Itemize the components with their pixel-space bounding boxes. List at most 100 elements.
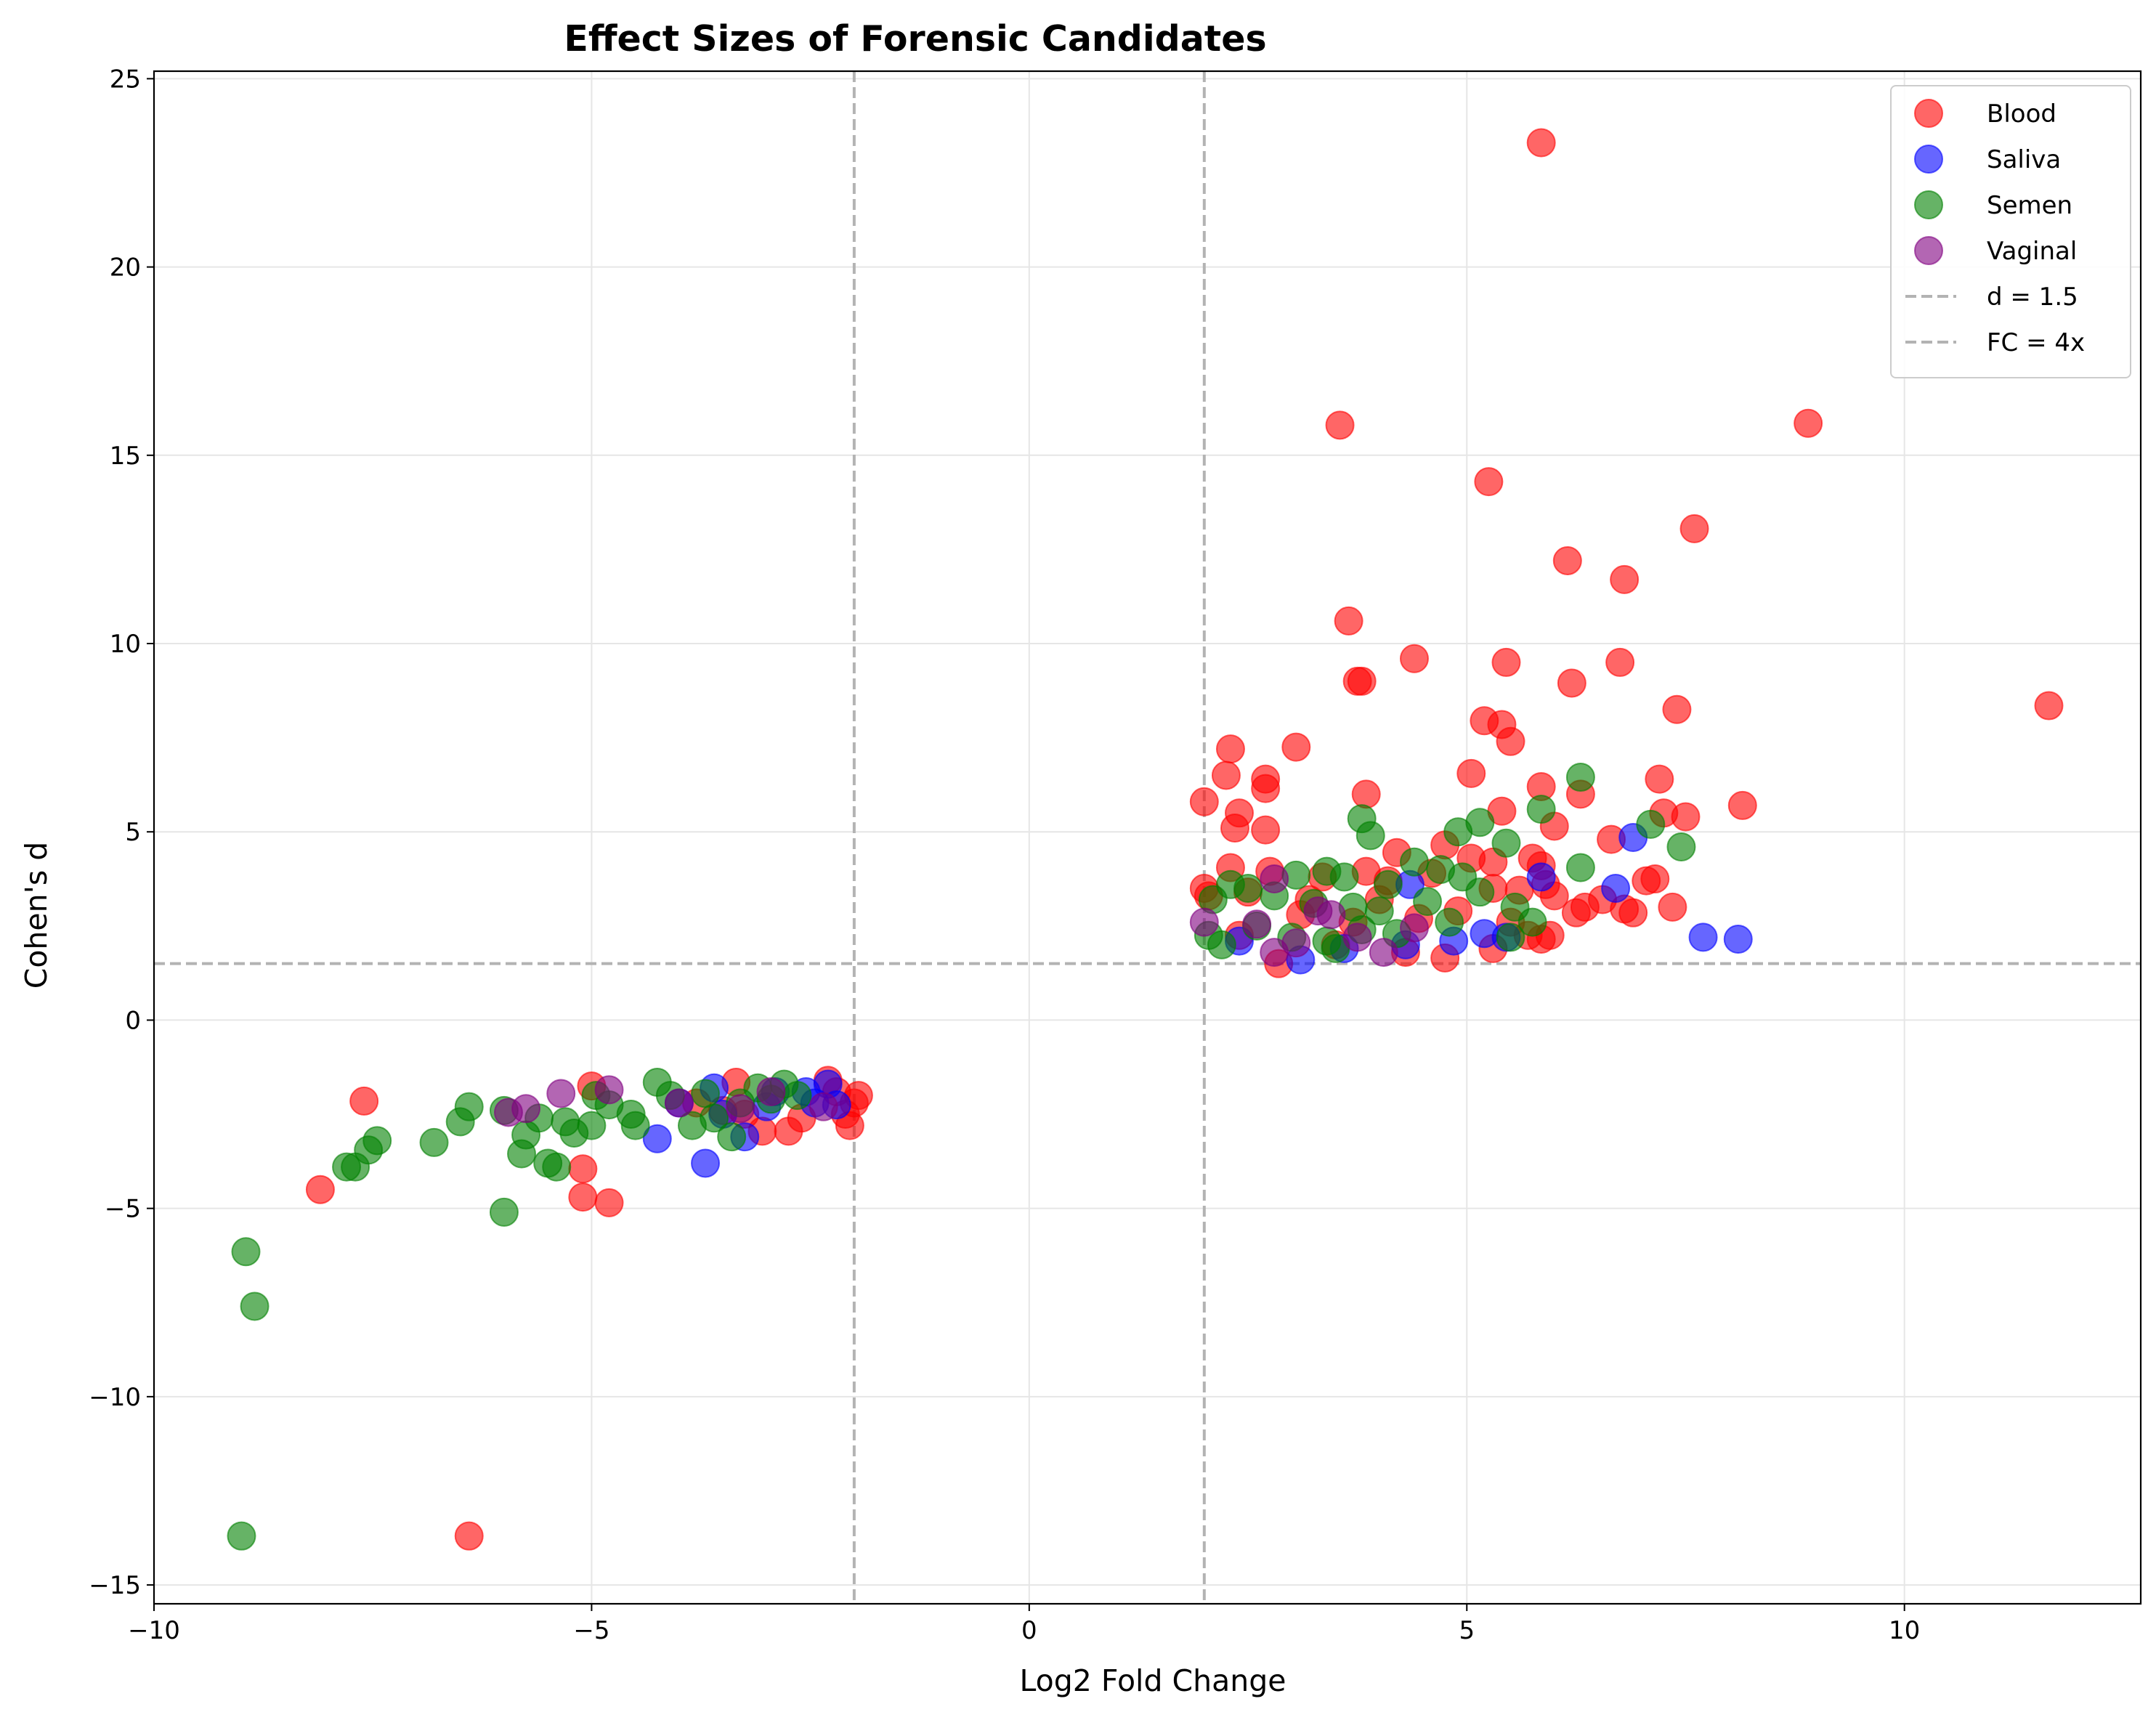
x-tick-label: −5 xyxy=(573,1616,609,1645)
data-point xyxy=(1325,410,1355,440)
data-point xyxy=(489,1197,519,1227)
series-semen xyxy=(227,763,1696,1551)
data-point xyxy=(1329,862,1359,892)
data-point xyxy=(1399,847,1429,877)
data-point xyxy=(1640,864,1670,894)
data-point xyxy=(1666,832,1696,861)
data-point xyxy=(1260,938,1289,968)
data-point xyxy=(305,1175,335,1204)
x-tick-label: 5 xyxy=(1459,1616,1475,1645)
data-point xyxy=(231,1237,261,1267)
data-point xyxy=(808,1092,838,1121)
data-point xyxy=(1794,408,1823,438)
data-point xyxy=(1688,922,1718,952)
data-point xyxy=(726,1094,755,1124)
data-point xyxy=(1496,726,1525,756)
data-point xyxy=(1570,892,1600,922)
data-point xyxy=(568,1182,598,1212)
data-point xyxy=(1413,887,1443,917)
data-point xyxy=(691,1148,721,1178)
legend-marker xyxy=(1914,236,1943,265)
data-point xyxy=(717,1122,747,1152)
data-point xyxy=(1636,809,1666,839)
data-point xyxy=(1662,694,1692,724)
data-point xyxy=(507,1139,537,1169)
data-point xyxy=(1399,913,1429,943)
data-point xyxy=(620,1111,650,1140)
data-point xyxy=(1207,930,1236,960)
data-point xyxy=(691,1079,721,1108)
plot-frame xyxy=(153,70,2142,1605)
data-point xyxy=(240,1291,270,1321)
data-point xyxy=(454,1521,484,1551)
y-tick-label: 5 xyxy=(125,818,141,847)
grid xyxy=(153,71,2141,1604)
data-point xyxy=(227,1521,256,1551)
data-point xyxy=(1526,795,1556,824)
data-point xyxy=(349,1086,379,1116)
data-point xyxy=(1645,764,1674,794)
data-point xyxy=(1565,763,1595,792)
data-point xyxy=(1233,873,1263,903)
data-point xyxy=(1364,896,1394,926)
x-tick-label: 10 xyxy=(1889,1616,1920,1645)
data-point xyxy=(1373,869,1403,899)
data-point xyxy=(454,1092,484,1121)
data-point xyxy=(419,1127,449,1157)
data-point xyxy=(546,1079,576,1108)
data-point xyxy=(1610,564,1640,594)
data-point xyxy=(1679,514,1709,543)
data-point xyxy=(1347,666,1377,696)
data-point xyxy=(568,1154,598,1184)
legend-label: Saliva xyxy=(1987,145,2061,174)
data-point xyxy=(1565,853,1595,883)
x-axis-ticks: −10 −5 0 5 10 xyxy=(128,1604,1920,1645)
legend: Blood Saliva Semen Vaginal d = 1.5 FC = 4x xyxy=(1890,85,2131,378)
y-tick-label: −10 xyxy=(89,1383,141,1412)
data-point xyxy=(1355,821,1385,851)
data-point xyxy=(642,1124,672,1153)
y-tick-label: 25 xyxy=(110,65,141,94)
data-point xyxy=(1517,907,1547,937)
y-tick-label: 0 xyxy=(125,1006,141,1035)
x-tick-label: 0 xyxy=(1021,1616,1037,1645)
data-point xyxy=(542,1152,572,1182)
data-point xyxy=(1260,864,1289,894)
data-point xyxy=(1723,924,1753,954)
data-point xyxy=(511,1094,541,1124)
data-point xyxy=(1456,758,1486,788)
chart-title: Effect Sizes of Forensic Candidates xyxy=(564,18,1266,60)
data-point xyxy=(1211,760,1241,790)
data-point xyxy=(1496,922,1525,952)
data-point xyxy=(1189,907,1219,937)
legend-label: FC = 4x xyxy=(1987,328,2085,357)
data-point xyxy=(1189,787,1219,816)
legend-marker xyxy=(1914,145,1943,174)
x-tick-label: −10 xyxy=(128,1616,180,1645)
data-point xyxy=(1251,774,1281,803)
data-point xyxy=(664,1088,694,1118)
data-point xyxy=(1491,828,1521,858)
data-point xyxy=(1526,862,1556,892)
data-point xyxy=(1316,900,1346,930)
y-tick-label: 15 xyxy=(110,442,141,471)
legend-label: Vaginal xyxy=(1987,237,2077,266)
series-vaginal xyxy=(493,864,1429,1127)
data-point xyxy=(1671,802,1701,832)
data-point xyxy=(1727,790,1757,820)
legend-label: d = 1.5 xyxy=(1987,283,2078,312)
legend-marker xyxy=(1914,190,1943,219)
y-tick-label: 20 xyxy=(110,253,141,283)
legend-box xyxy=(1890,85,2131,378)
data-point xyxy=(1435,907,1464,937)
data-point xyxy=(341,1152,370,1182)
data-point xyxy=(1342,922,1372,952)
data-point xyxy=(1220,814,1249,843)
data-point xyxy=(1351,779,1381,809)
y-axis-label: Cohen's d xyxy=(19,842,54,989)
legend-label: Blood xyxy=(1987,100,2056,129)
data-point xyxy=(1474,467,1504,497)
data-point xyxy=(1399,644,1429,673)
legend-label: Semen xyxy=(1987,191,2072,220)
y-tick-label: −5 xyxy=(105,1195,141,1224)
